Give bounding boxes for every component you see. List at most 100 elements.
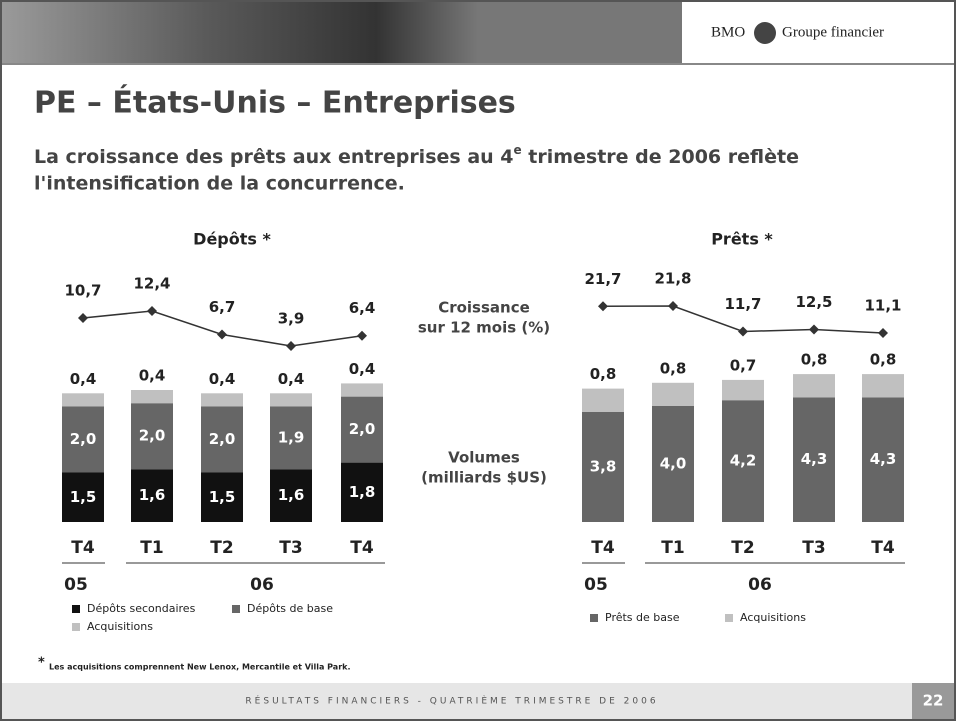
growth-label: 11,1 xyxy=(864,297,901,315)
bar-segment xyxy=(722,400,764,522)
bar-segment xyxy=(131,403,173,470)
bar-segment xyxy=(582,388,624,412)
value-label: 4,0 xyxy=(660,455,687,473)
subtitle-part: La croissance des prêts aux entreprises … xyxy=(34,146,514,168)
x-tick-label: T1 xyxy=(661,538,684,558)
legend-swatch xyxy=(72,605,80,613)
bar-segment xyxy=(652,382,694,406)
value-label: 3,8 xyxy=(590,457,617,475)
value-label: 0,7 xyxy=(730,356,757,374)
middle-label: (milliards $US) xyxy=(421,469,547,487)
bar-segment xyxy=(131,390,173,404)
header-banner xyxy=(2,2,682,64)
x-tick-label: T1 xyxy=(140,538,163,558)
value-label: 0,4 xyxy=(139,367,166,385)
value-label: 0,8 xyxy=(660,359,687,377)
value-label: 0,4 xyxy=(209,370,236,388)
value-label: 2,0 xyxy=(209,430,236,448)
value-label: 1,6 xyxy=(278,486,305,504)
growth-label: 6,4 xyxy=(349,299,376,317)
legend-label: Dépôts de base xyxy=(247,602,333,615)
value-label: 1,9 xyxy=(278,428,305,446)
growth-label: 12,4 xyxy=(133,275,170,293)
bar-segment xyxy=(201,393,243,407)
bar-segment xyxy=(201,472,243,522)
bar-segment xyxy=(582,411,624,522)
footnote-star: * xyxy=(38,656,45,671)
footer-text: RÉSULTATS FINANCIERS - QUATRIÈME TRIMEST… xyxy=(245,695,658,707)
period-label: 06 xyxy=(748,575,772,595)
legend-swatch xyxy=(725,614,733,622)
period-label: 05 xyxy=(64,575,88,595)
growth-label: 10,7 xyxy=(64,282,101,300)
growth-label: 21,8 xyxy=(654,270,691,288)
chart-title: Dépôts * xyxy=(193,230,271,249)
x-tick-label: T4 xyxy=(350,538,374,558)
growth-label: 3,9 xyxy=(278,310,305,328)
growth-marker xyxy=(668,301,678,311)
growth-marker xyxy=(78,313,88,323)
growth-marker xyxy=(147,306,157,316)
value-label: 4,3 xyxy=(801,450,828,468)
bar-segment xyxy=(270,406,312,470)
x-tick-label: T3 xyxy=(802,538,825,558)
logo-icon xyxy=(754,22,776,44)
period-label: 06 xyxy=(250,575,274,595)
value-label: 0,4 xyxy=(349,360,376,378)
bar-segment xyxy=(341,462,383,522)
legend-swatch xyxy=(232,605,240,613)
growth-label: 21,7 xyxy=(584,270,621,288)
brand-text: Groupe financier xyxy=(782,24,884,40)
x-tick-label: T2 xyxy=(731,538,754,558)
growth-marker xyxy=(809,324,819,335)
bar-segment xyxy=(62,393,104,407)
growth-marker xyxy=(598,301,608,312)
value-label: 4,3 xyxy=(870,450,897,468)
value-label: 0,8 xyxy=(870,351,897,369)
legend-label: Acquisitions xyxy=(740,611,806,624)
page-box xyxy=(912,683,954,719)
slide-title: PE – États-Unis – Entreprises xyxy=(34,85,516,121)
legend-label: Acquisitions xyxy=(87,620,153,633)
bar-segment xyxy=(62,406,104,473)
footnote: Les acquisitions comprennent New Lenox, … xyxy=(49,663,351,672)
value-label: 0,8 xyxy=(801,351,828,369)
subtitle-part: trimestre de 2006 reflète xyxy=(522,146,799,168)
bar-segment xyxy=(341,383,383,397)
value-label: 1,5 xyxy=(70,488,97,506)
bar-segment xyxy=(793,397,835,522)
chart-title: Prêts * xyxy=(711,230,773,249)
growth-label: 6,7 xyxy=(209,298,236,316)
value-label: 2,0 xyxy=(70,430,97,448)
x-tick-label: T4 xyxy=(71,538,95,558)
value-label: 0,4 xyxy=(70,370,97,388)
bar-segment xyxy=(722,379,764,401)
growth-marker xyxy=(878,328,888,338)
growth-marker xyxy=(357,330,367,341)
subtitle: La croissance des prêts aux entreprises … xyxy=(34,143,799,168)
x-tick-label: T3 xyxy=(279,538,302,558)
bar-segment xyxy=(862,374,904,398)
bar-segment xyxy=(862,397,904,522)
legend-label: Prêts de base xyxy=(605,611,680,624)
bar-segment xyxy=(62,472,104,522)
bar-segment xyxy=(201,406,243,473)
bar-segment xyxy=(270,469,312,522)
bar-segment xyxy=(270,393,312,407)
middle-label: sur 12 mois (%) xyxy=(418,319,550,337)
legend-swatch xyxy=(72,623,80,631)
growth-marker xyxy=(738,326,748,337)
growth-label: 11,7 xyxy=(724,295,761,313)
growth-marker xyxy=(286,341,296,351)
bar-segment xyxy=(341,396,383,463)
legend-label: Dépôts secondaires xyxy=(87,602,196,615)
value-label: 2,0 xyxy=(349,420,376,438)
period-label: 05 xyxy=(584,575,608,595)
growth-marker xyxy=(217,329,227,340)
x-tick-label: T4 xyxy=(591,538,615,558)
x-tick-label: T2 xyxy=(210,538,233,558)
value-label: 0,4 xyxy=(278,370,305,388)
subtitle-sup: e xyxy=(514,143,522,157)
